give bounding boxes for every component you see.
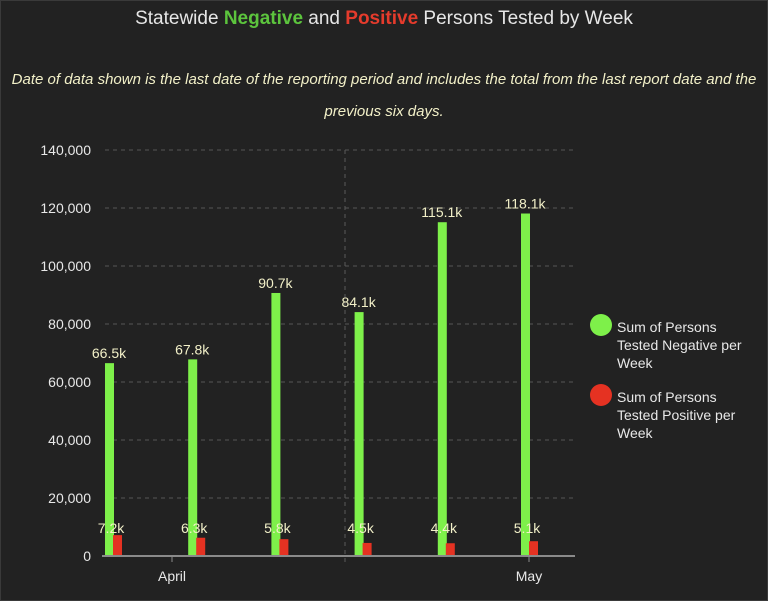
data-label-negative: 84.1k [341, 294, 376, 310]
y-tick-label: 60,000 [48, 374, 91, 390]
title-negative-word: Negative [223, 8, 304, 29]
data-label-negative: 90.7k [258, 275, 293, 291]
legend: Sum of Persons Tested Negative per Week … [590, 312, 760, 452]
legend-item-negative[interactable]: Sum of Persons Tested Negative per Week [590, 312, 760, 382]
data-label-positive: 4.4k [431, 520, 458, 536]
y-tick-label: 20,000 [48, 490, 91, 506]
data-label-negative: 118.1k [505, 196, 547, 212]
legend-swatch-positive [590, 384, 612, 406]
y-tick-label: 80,000 [48, 316, 91, 332]
x-axis-label-april: April [158, 568, 186, 584]
y-tick-label: 120,000 [40, 200, 91, 216]
bar-negative [105, 363, 114, 556]
bar-negative [521, 213, 530, 556]
bar-positive [279, 539, 289, 556]
data-label-positive: 6.3k [181, 520, 208, 536]
data-label-negative: 67.8k [175, 341, 210, 357]
y-tick-label: 0 [83, 548, 91, 564]
bar-positive [445, 543, 455, 556]
x-axis-label-may: May [516, 568, 542, 584]
y-tick-label: 100,000 [40, 258, 91, 274]
bar-negative [437, 222, 447, 556]
bar-positive [113, 535, 122, 556]
bar-positive [196, 537, 206, 556]
bar-positive [529, 541, 538, 556]
legend-swatch-negative [590, 314, 612, 336]
data-label-positive: 5.1k [514, 520, 541, 536]
legend-label-positive: Sum of Persons Tested Positive per Week [617, 389, 736, 441]
bar-negative [354, 312, 364, 556]
bar-positive [362, 542, 372, 556]
chart-title: Statewide Negative and Positive Persons … [135, 8, 633, 29]
title-positive-word: Positive [345, 8, 419, 29]
bar-negative [188, 359, 198, 556]
data-label-negative: 115.1k [421, 204, 463, 220]
y-tick-label: 40,000 [48, 432, 91, 448]
data-label-positive: 5.8k [264, 520, 291, 536]
bar-negative [271, 292, 281, 556]
y-tick-label: 140,000 [40, 142, 91, 158]
data-label-positive: 4.5k [347, 520, 374, 536]
data-label-positive: 7.2k [98, 520, 125, 536]
legend-item-positive[interactable]: Sum of Persons Tested Positive per Week [590, 382, 760, 452]
chart-subtitle: Date of data shown is the last date of t… [11, 71, 757, 120]
data-label-negative: 66.5k [92, 345, 127, 361]
legend-label-negative: Sum of Persons Tested Negative per Week [617, 319, 742, 371]
